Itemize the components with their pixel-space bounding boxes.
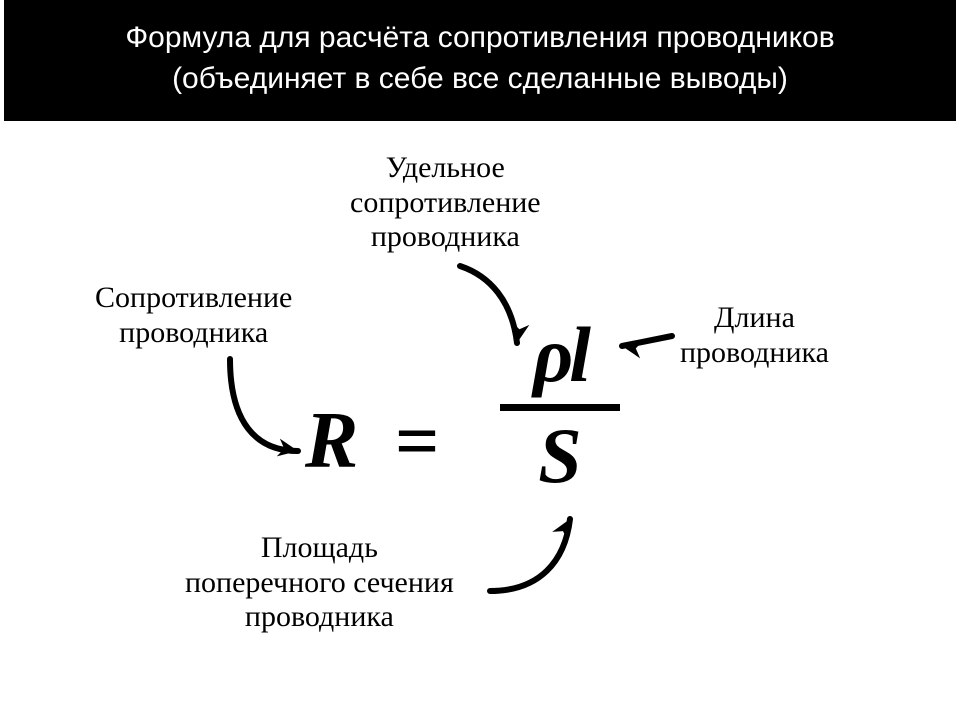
arrow-area (490, 519, 570, 591)
diagram-canvas: Сопротивление проводника Удельное сопрот… (0, 121, 960, 721)
label-length: Длина проводника (680, 301, 829, 370)
label-area: Площадь поперечного сечения проводника (185, 531, 454, 635)
formula-numerator: ρl (500, 316, 620, 400)
label-resistance: Сопротивление проводника (95, 281, 292, 350)
formula-denominator: S (500, 413, 620, 495)
arrowhead-resistance (277, 439, 300, 460)
formula-l: l (569, 311, 587, 398)
formula-equals: = (395, 396, 439, 486)
arrowhead-area (552, 515, 578, 541)
formula-S: S (538, 412, 581, 499)
arrow-length (622, 336, 672, 346)
fraction-bar (500, 404, 620, 411)
title-bar: Формула для расчёта сопротивления провод… (4, 0, 956, 121)
title-line1: Формула для расчёта сопротивления провод… (125, 21, 834, 54)
formula-R: R (305, 396, 358, 487)
formula-fraction: ρl S (500, 316, 620, 495)
formula-rho: ρ (533, 311, 569, 398)
label-resistivity: Удельное сопротивление проводника (350, 151, 541, 255)
arrowhead-length (620, 337, 643, 358)
arrow-resistance (230, 359, 298, 451)
title-line2: (объединяет в себе все сделанные выводы) (172, 62, 788, 95)
